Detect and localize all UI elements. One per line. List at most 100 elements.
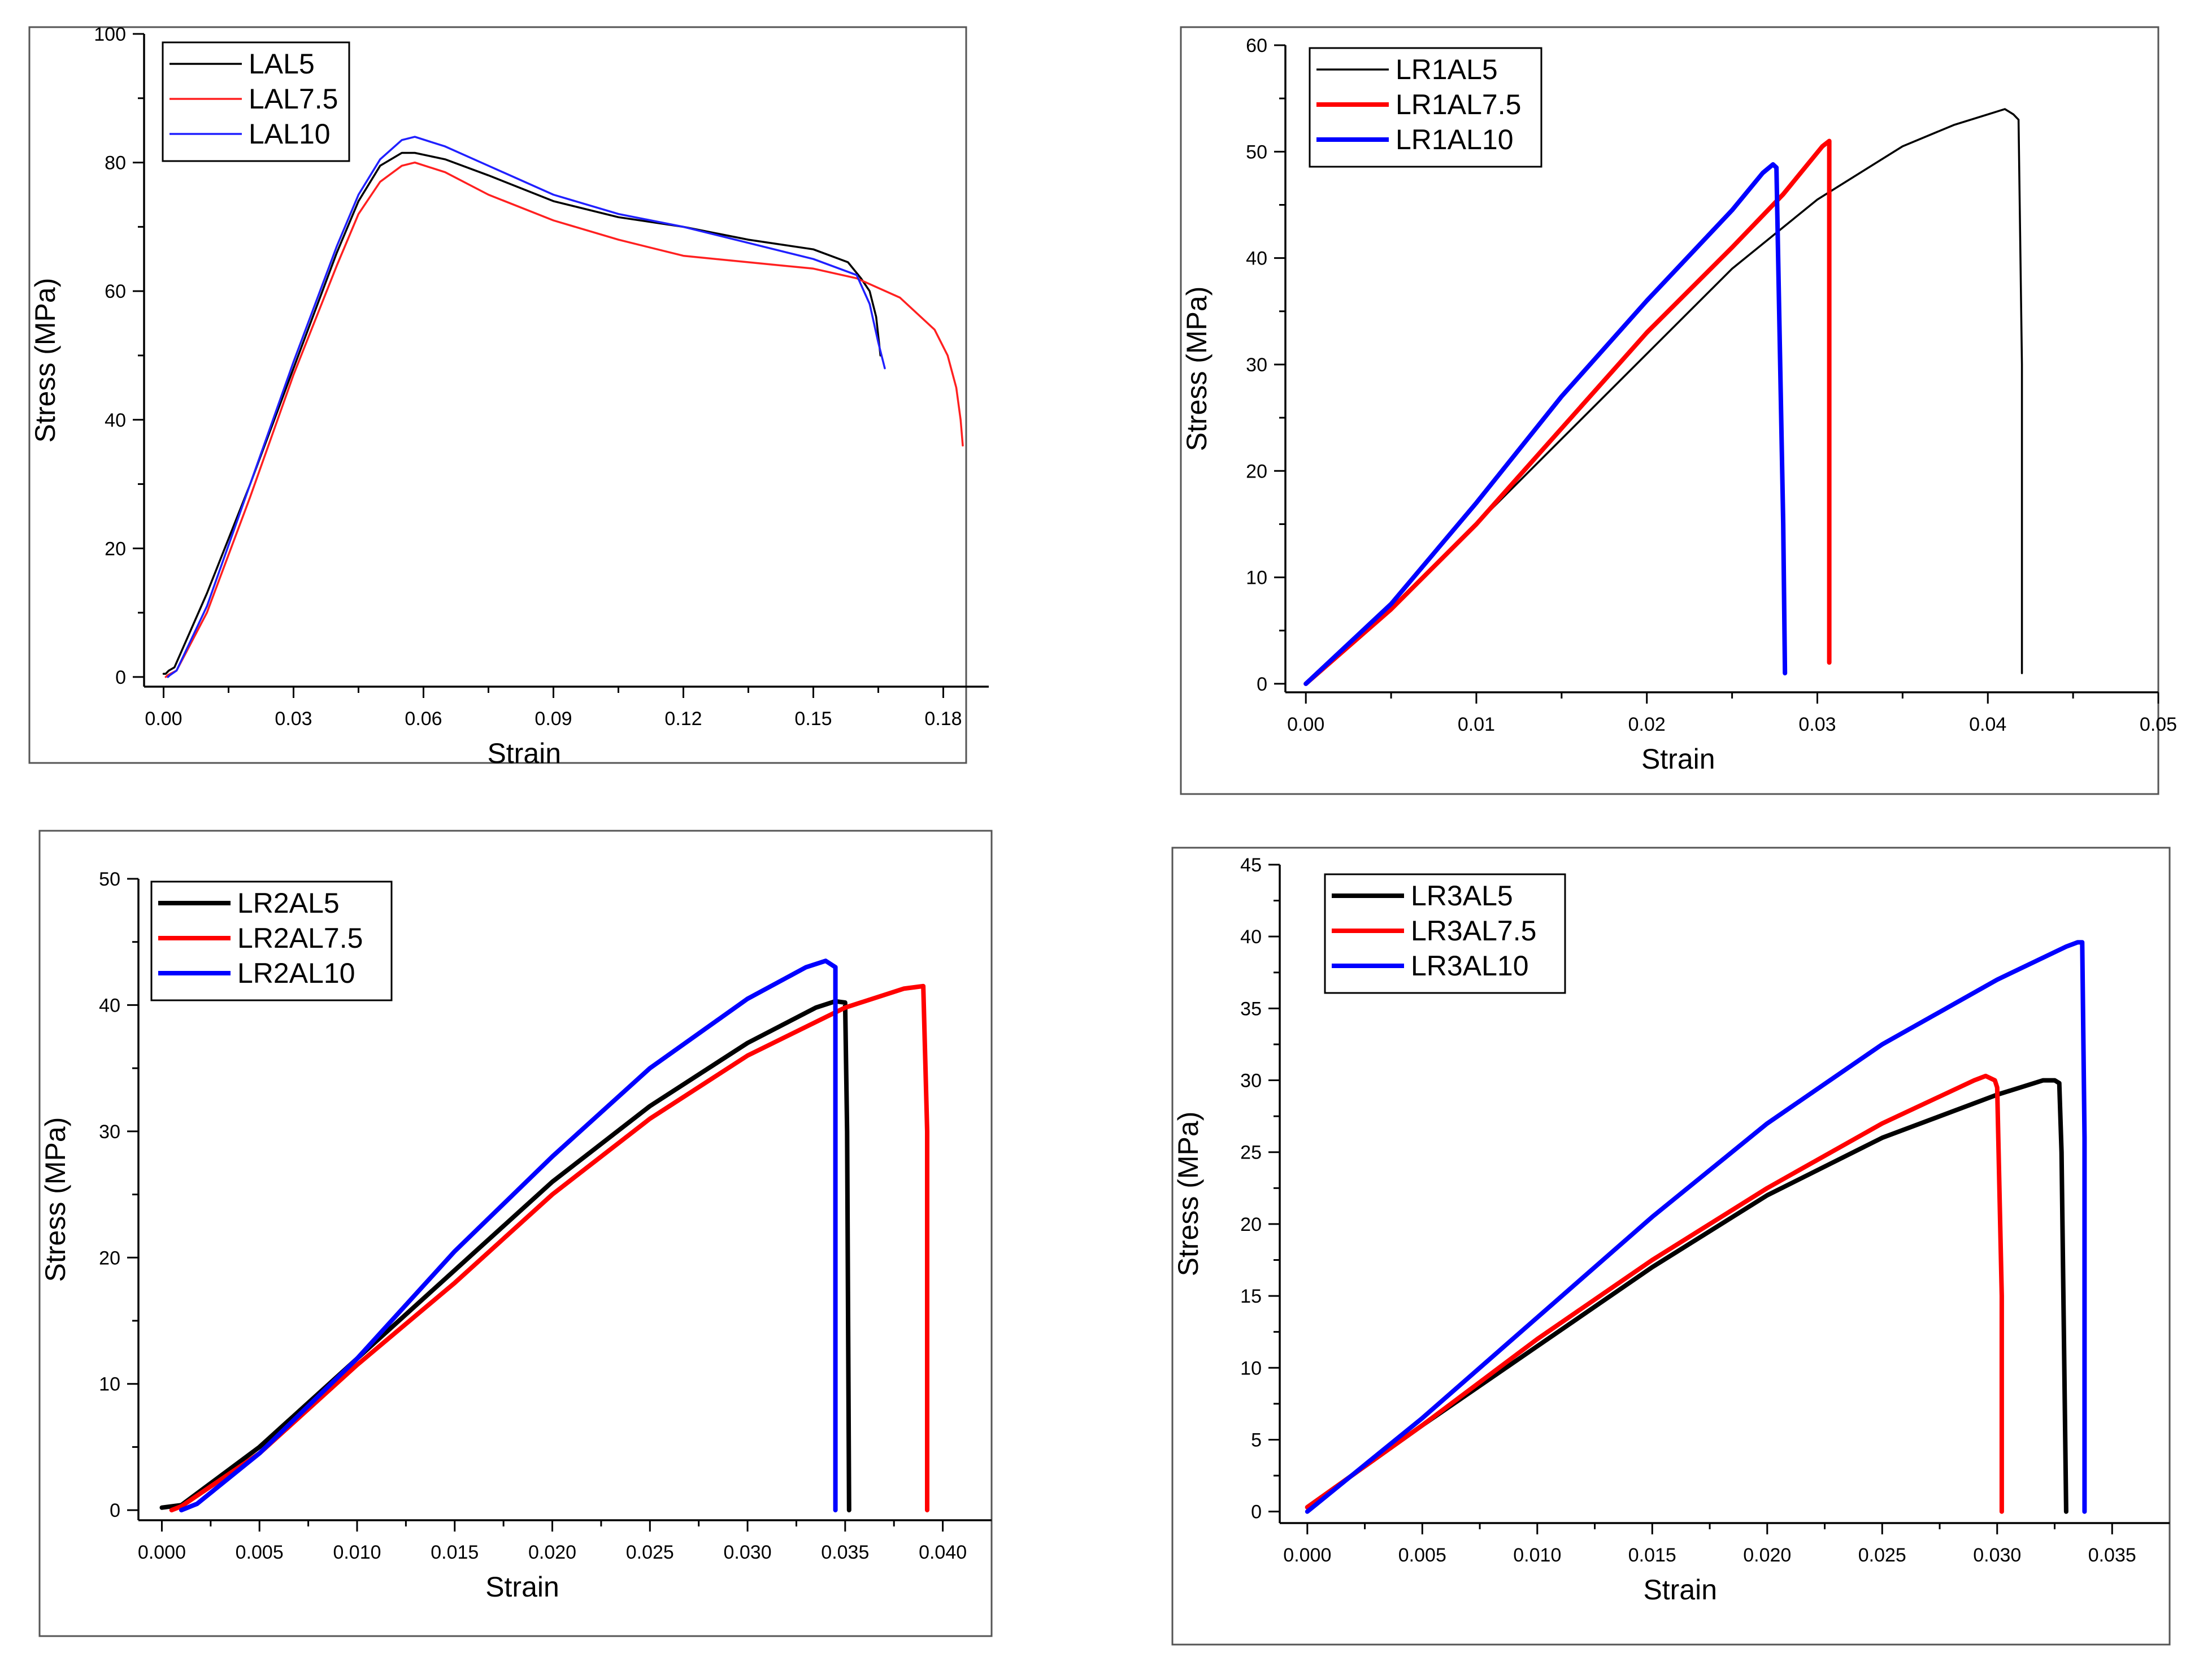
x-tick-label: 0.035 xyxy=(2088,1545,2136,1566)
y-tick-label: 40 xyxy=(1246,248,1267,270)
x-tick-label: 0.00 xyxy=(145,708,182,730)
x-axis-title: Strain xyxy=(485,1571,559,1603)
y-tick-label: 35 xyxy=(1240,998,1262,1020)
x-tick-label: 0.05 xyxy=(2140,714,2177,735)
x-tick-label: 0.01 xyxy=(1458,714,1495,735)
legend-label: LR3AL7.5 xyxy=(1411,915,1536,947)
y-tick-label: 30 xyxy=(1246,354,1267,376)
y-axis-title: Stress (MPa) xyxy=(1181,287,1213,452)
x-tick-label: 0.020 xyxy=(1743,1545,1791,1566)
x-tick-label: 0.18 xyxy=(924,708,962,730)
legend-box xyxy=(162,41,350,162)
x-tick-label: 0.12 xyxy=(664,708,702,730)
x-tick-label: 0.02 xyxy=(1628,714,1666,735)
y-tick-label: 15 xyxy=(1240,1286,1262,1307)
y-tick-label: 20 xyxy=(105,538,126,559)
y-tick-label: 40 xyxy=(99,995,120,1016)
legend-label: LAL5 xyxy=(249,48,315,80)
legend-label: LR2AL5 xyxy=(237,887,340,919)
legend-label: LR3AL10 xyxy=(1411,950,1529,982)
x-tick-label: 0.00 xyxy=(1287,714,1324,735)
x-tick-label: 0.035 xyxy=(821,1542,869,1563)
y-tick-label: 40 xyxy=(1240,926,1262,948)
y-tick-label: 50 xyxy=(99,869,120,890)
x-tick-label: 0.15 xyxy=(794,708,832,730)
y-tick-label: 100 xyxy=(94,24,126,45)
y-tick-label: 30 xyxy=(99,1121,120,1143)
series-line-lr3al7-5 xyxy=(1305,1073,2004,1514)
y-axis-title: Stress (MPa) xyxy=(1172,1112,1204,1277)
y-tick-label: 45 xyxy=(1240,854,1262,876)
x-tick-label: 0.000 xyxy=(138,1542,186,1563)
x-tick-label: 0.06 xyxy=(405,708,442,730)
x-axis-title: Strain xyxy=(1641,743,1715,775)
y-tick-label: 0 xyxy=(110,1500,120,1521)
chart-lr3al: 0.000 0.005 0.010 0.015 0.020 0.025 0.030 0.035… xyxy=(1171,847,2171,1646)
y-tick-label: 10 xyxy=(1246,567,1267,589)
legend-box xyxy=(1309,47,1542,168)
y-tick-label: 10 xyxy=(1240,1357,1262,1379)
y-axis-title: Stress (MPa) xyxy=(29,278,61,443)
series-line-lal10 xyxy=(167,136,886,678)
legend-label: LR1AL7.5 xyxy=(1396,89,1521,120)
y-tick-label: 20 xyxy=(1240,1214,1262,1235)
y-tick-label: 25 xyxy=(1240,1142,1262,1164)
x-tick-label: 0.09 xyxy=(534,708,572,730)
chart-frame xyxy=(38,830,993,1637)
x-tick-label: 0.010 xyxy=(1513,1545,1561,1566)
series-line-lr1al5 xyxy=(1305,108,2023,685)
x-tick-label: 0.015 xyxy=(431,1542,479,1563)
legend-label: LAL7.5 xyxy=(249,83,338,115)
x-tick-label: 0.000 xyxy=(1283,1545,1331,1566)
legend-label: LR1AL5 xyxy=(1396,54,1498,85)
legend-label: LR2AL7.5 xyxy=(237,922,363,954)
series-line-lr1al7-5 xyxy=(1303,138,1832,686)
x-tick-label: 0.010 xyxy=(333,1542,381,1563)
chart-lr2al: 0.000 0.005 0.010 0.015 0.020 0.025 0.030 0.035… xyxy=(38,830,993,1637)
x-tick-label: 0.030 xyxy=(1973,1545,2021,1566)
chart-lr1al: 0.00 0.01 0.02 0.03 0.04 0.05 0 10 20 30 40 50 60 Str… xyxy=(1180,26,2177,795)
x-tick-label: 0.030 xyxy=(724,1542,772,1563)
chart-lal: 0.00 0.03 0.06 0.09 0.12 0.15 0.18 0 20 40 60 80 100… xyxy=(28,24,989,769)
x-axis-title: Strain xyxy=(1643,1574,1717,1606)
series-line-lr2al10 xyxy=(179,958,838,1513)
y-tick-label: 20 xyxy=(99,1247,120,1269)
x-tick-label: 0.03 xyxy=(275,708,312,730)
y-axis-title: Stress (MPa) xyxy=(40,1117,71,1282)
y-tick-label: 5 xyxy=(1251,1429,1262,1451)
x-tick-label: 0.040 xyxy=(919,1542,967,1563)
y-tick-label: 0 xyxy=(1257,674,1267,695)
y-tick-label: 30 xyxy=(1240,1070,1262,1092)
series-line-lal7-5 xyxy=(164,161,964,678)
chart-frame xyxy=(28,26,967,764)
y-tick-label: 60 xyxy=(105,281,126,302)
chart-frame xyxy=(1171,847,2171,1646)
y-tick-label: 50 xyxy=(1246,141,1267,163)
x-tick-label: 0.025 xyxy=(626,1542,674,1563)
legend-label: LR2AL10 xyxy=(237,957,355,989)
legend-label: LR1AL10 xyxy=(1396,124,1514,155)
chart-frame xyxy=(1180,26,2159,795)
x-tick-label: 0.020 xyxy=(528,1542,576,1563)
x-tick-label: 0.005 xyxy=(1398,1545,1446,1566)
series-line-lr2al5 xyxy=(159,999,851,1513)
y-tick-label: 20 xyxy=(1246,461,1267,482)
x-axis-title: Strain xyxy=(487,738,561,769)
x-tick-label: 0.005 xyxy=(236,1542,284,1563)
series-line-lal5 xyxy=(162,151,882,675)
y-tick-label: 10 xyxy=(99,1374,120,1395)
y-tick-label: 40 xyxy=(105,410,126,431)
x-tick-label: 0.03 xyxy=(1798,714,1836,735)
series-line-lr1al10 xyxy=(1303,162,1788,686)
y-tick-label: 60 xyxy=(1246,35,1267,57)
x-tick-label: 0.025 xyxy=(1858,1545,1906,1566)
y-tick-label: 0 xyxy=(115,667,126,688)
y-tick-label: 0 xyxy=(1251,1502,1262,1523)
x-tick-label: 0.015 xyxy=(1628,1545,1676,1566)
legend-label: LAL10 xyxy=(249,118,331,150)
series-line-lr3al5 xyxy=(1305,1078,2068,1514)
series-line-lr3al10 xyxy=(1305,940,2087,1514)
x-tick-label: 0.04 xyxy=(1969,714,2006,735)
